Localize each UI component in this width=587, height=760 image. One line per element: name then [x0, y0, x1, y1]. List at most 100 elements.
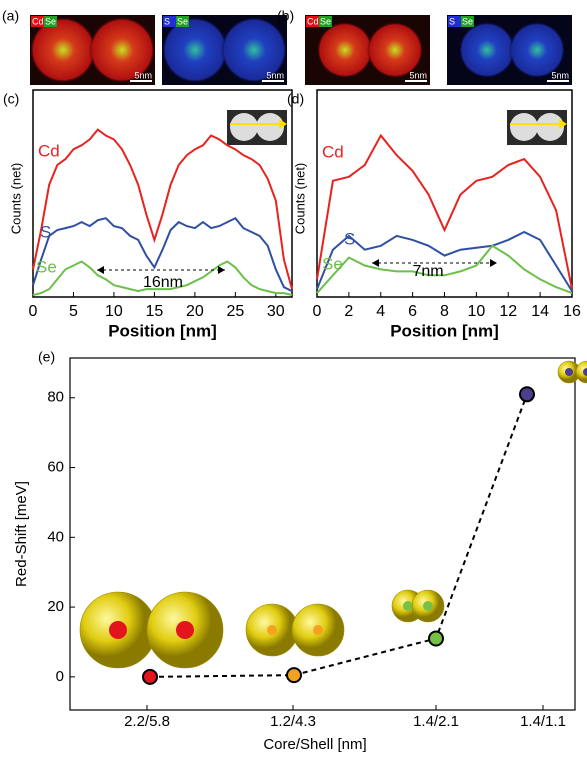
series-line: [32, 216, 293, 292]
x-tick-label: 0: [313, 303, 322, 320]
channel-box: [306, 16, 319, 27]
x-tick-label: 2: [344, 303, 353, 320]
map-blob: [317, 22, 373, 78]
point: [142, 668, 158, 685]
channel-label: Se: [462, 16, 473, 26]
core: [403, 601, 413, 611]
x-tick-label: 1.4/1.1: [520, 713, 566, 730]
map-panels: [30, 15, 572, 85]
x-tick-label: 12: [499, 303, 517, 320]
x-tick-label: 1.4/2.1: [413, 713, 459, 730]
x-axis-label: Core/Shell [nm]: [263, 736, 366, 753]
map-blob: [221, 17, 287, 83]
core: [267, 625, 277, 635]
channel-box: [319, 16, 332, 27]
y-tick-label: 60: [47, 459, 64, 476]
inset-particle: [230, 113, 258, 141]
channel-box: [448, 16, 461, 27]
x-tick-label: 4: [376, 303, 385, 320]
inset-particle: [256, 113, 284, 141]
annotation: 16nm: [143, 274, 183, 291]
series-line: [316, 133, 573, 290]
map-blob: [459, 22, 515, 78]
x-tick-label: 5: [69, 303, 78, 320]
scale-label: 5nm: [266, 70, 284, 80]
channel-label: S: [164, 16, 170, 26]
inset-particle: [536, 113, 564, 141]
map-blob: [367, 22, 423, 78]
connector: [149, 393, 528, 678]
x-tick-label: 30: [267, 303, 285, 320]
y-tick-label: 80: [47, 389, 64, 406]
channel-box: [163, 16, 176, 27]
panel-label: (e): [38, 349, 55, 365]
channel-box: [176, 16, 189, 27]
y-tick-label: 0: [56, 668, 64, 685]
series-line: [316, 230, 573, 292]
x-axis-label: Position [nm]: [108, 321, 217, 340]
channel-label: Se: [45, 16, 56, 26]
map-blob: [509, 22, 565, 78]
x-tick-label: 0: [29, 303, 38, 320]
panel-label: (b): [277, 8, 294, 24]
series-line: [32, 260, 293, 296]
map-blob: [89, 17, 155, 83]
y-axis-label: Red-Shift [meV]: [13, 481, 30, 587]
panel-label: (d): [287, 91, 304, 107]
core: [109, 621, 127, 639]
channel-box: [44, 16, 57, 27]
series-line: [316, 244, 573, 295]
x-tick-label: 25: [226, 303, 244, 320]
channel-box: [461, 16, 474, 27]
inset-arrowhead: [279, 119, 287, 129]
x-tick-label: 15: [146, 303, 164, 320]
series-label: Cd: [322, 142, 344, 161]
x-axis-label: Position [nm]: [390, 321, 499, 340]
point: [286, 667, 302, 684]
plot-frame: [69, 357, 576, 711]
x-tick-label: 16: [563, 303, 581, 320]
scale-label: 5nm: [134, 70, 152, 80]
map-blob: [162, 17, 228, 83]
series-label: Se: [322, 254, 343, 273]
core: [176, 621, 194, 639]
scale-label: 5nm: [409, 70, 427, 80]
x-tick-label: 10: [467, 303, 485, 320]
map-blob: [30, 17, 96, 83]
series-label: S: [40, 222, 51, 241]
x-tick-label: 2.2/5.8: [124, 713, 170, 730]
panel-label: (a): [2, 8, 19, 24]
panel-label: (c): [3, 91, 19, 107]
x-tick-label: 6: [408, 303, 417, 320]
shell: [575, 360, 587, 384]
core: [565, 368, 573, 376]
x-tick-label: 8: [440, 303, 449, 320]
inset-particle: [510, 113, 538, 141]
point: [519, 386, 535, 403]
plot-frame: [32, 89, 293, 298]
core: [313, 625, 323, 635]
annotation: 7nm: [412, 263, 443, 280]
channel-label: Cd: [307, 16, 319, 26]
channel-label: Se: [177, 16, 188, 26]
point: [428, 630, 444, 647]
y-tick-label: 20: [47, 598, 64, 615]
core: [583, 368, 587, 376]
core: [423, 601, 433, 611]
series-label: Se: [36, 257, 57, 276]
series-label: S: [344, 229, 355, 248]
x-tick-label: 1.2/4.3: [270, 713, 316, 730]
x-tick-label: 10: [105, 303, 123, 320]
y-tick-label: 40: [47, 528, 64, 545]
channel-label: Se: [320, 16, 331, 26]
x-tick-label: 20: [186, 303, 204, 320]
channel-box: [31, 16, 44, 27]
scale-label: 5nm: [551, 70, 569, 80]
channel-label: S: [449, 16, 455, 26]
y-axis-label: Counts (net): [292, 163, 307, 235]
y-axis-label: Counts (net): [8, 163, 23, 235]
x-tick-label: 14: [531, 303, 549, 320]
